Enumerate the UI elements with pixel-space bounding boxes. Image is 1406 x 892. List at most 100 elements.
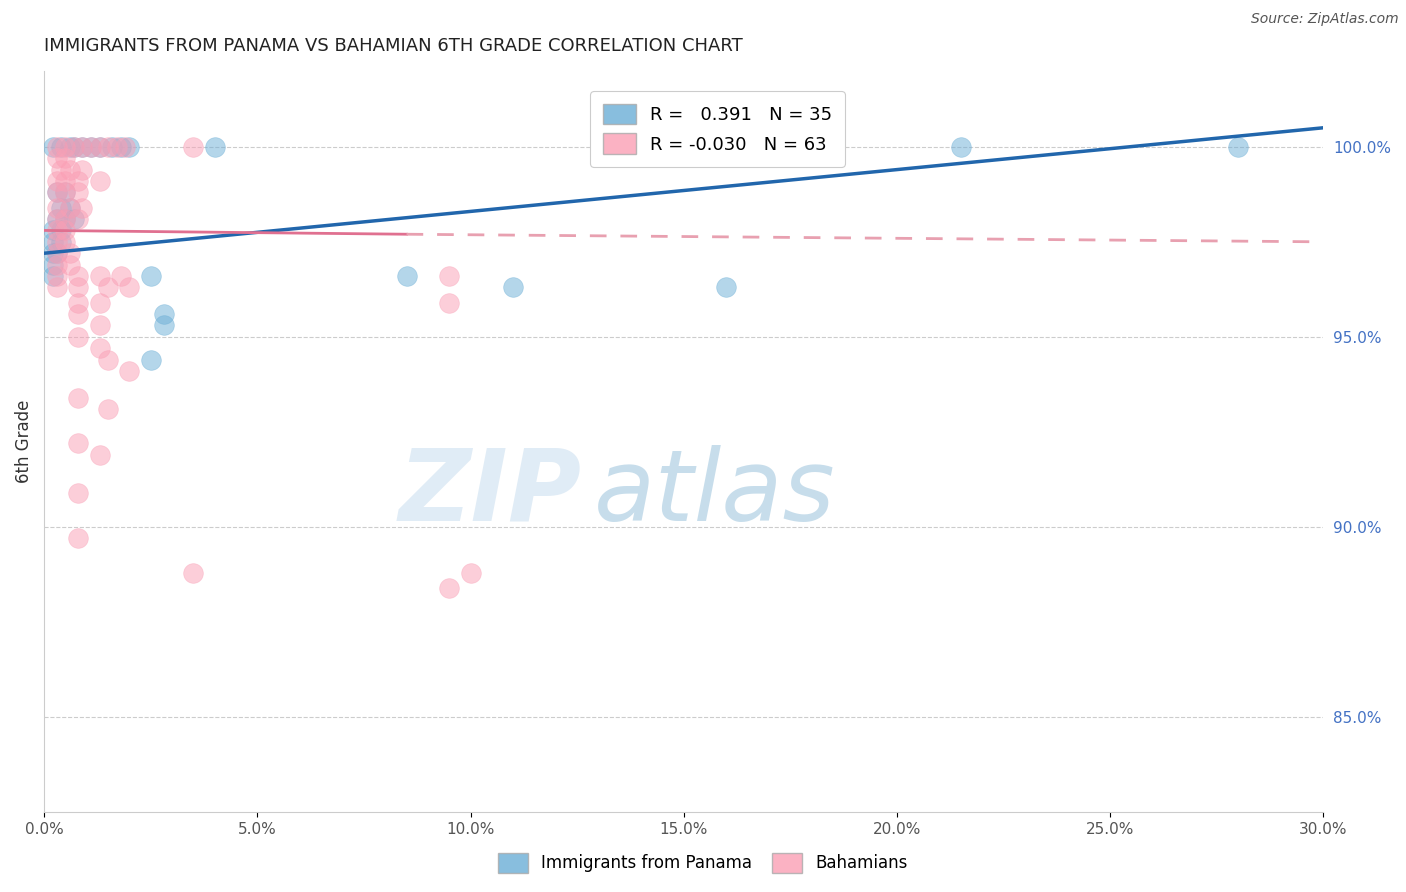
Legend: Immigrants from Panama, Bahamians: Immigrants from Panama, Bahamians xyxy=(491,847,915,880)
Point xyxy=(55,212,77,227)
Point xyxy=(395,268,418,283)
Point xyxy=(460,566,482,580)
Point xyxy=(101,140,124,154)
Point xyxy=(89,140,111,154)
Point xyxy=(139,268,162,283)
Point xyxy=(97,402,120,417)
Point xyxy=(63,140,86,154)
Point xyxy=(110,268,132,283)
Point xyxy=(67,295,90,310)
Point xyxy=(51,223,73,237)
Point xyxy=(45,235,67,249)
Point xyxy=(59,258,82,272)
Point xyxy=(183,566,205,580)
Point xyxy=(45,280,67,294)
Point xyxy=(437,268,460,283)
Point xyxy=(67,186,90,200)
Point xyxy=(45,223,67,237)
Point xyxy=(437,581,460,595)
Point xyxy=(437,295,460,310)
Point xyxy=(45,186,67,200)
Point xyxy=(97,140,120,154)
Point xyxy=(67,307,90,321)
Point xyxy=(45,174,67,188)
Point xyxy=(59,140,82,154)
Point xyxy=(118,280,141,294)
Point xyxy=(55,223,77,237)
Text: Source: ZipAtlas.com: Source: ZipAtlas.com xyxy=(1251,12,1399,26)
Point xyxy=(502,280,524,294)
Point xyxy=(45,246,67,260)
Point xyxy=(45,201,67,215)
Point xyxy=(45,140,67,154)
Point xyxy=(67,268,90,283)
Point xyxy=(51,140,73,154)
Point xyxy=(55,212,77,227)
Point xyxy=(59,201,82,215)
Point xyxy=(51,162,73,177)
Point xyxy=(72,140,94,154)
Point xyxy=(45,268,67,283)
Point xyxy=(204,140,226,154)
Point xyxy=(89,268,111,283)
Point xyxy=(67,436,90,450)
Point xyxy=(45,258,67,272)
Point xyxy=(89,448,111,462)
Legend: R =   0.391   N = 35, R = -0.030   N = 63: R = 0.391 N = 35, R = -0.030 N = 63 xyxy=(591,91,845,167)
Point xyxy=(89,174,111,188)
Point xyxy=(41,246,63,260)
Point xyxy=(45,151,67,165)
Point xyxy=(67,330,90,344)
Point xyxy=(139,352,162,367)
Point xyxy=(89,318,111,333)
Point xyxy=(67,532,90,546)
Point xyxy=(110,140,132,154)
Point xyxy=(72,201,94,215)
Point xyxy=(41,235,63,249)
Point xyxy=(72,162,94,177)
Text: IMMIGRANTS FROM PANAMA VS BAHAMIAN 6TH GRADE CORRELATION CHART: IMMIGRANTS FROM PANAMA VS BAHAMIAN 6TH G… xyxy=(44,37,742,55)
Point xyxy=(45,212,67,227)
Point xyxy=(45,246,67,260)
Point xyxy=(41,140,63,154)
Point xyxy=(89,140,111,154)
Point xyxy=(41,268,63,283)
Point xyxy=(114,140,136,154)
Y-axis label: 6th Grade: 6th Grade xyxy=(15,400,32,483)
Point xyxy=(63,212,86,227)
Point xyxy=(45,212,67,227)
Point xyxy=(89,295,111,310)
Point xyxy=(67,485,90,500)
Point xyxy=(55,186,77,200)
Point xyxy=(67,212,90,227)
Point xyxy=(55,186,77,200)
Point xyxy=(118,140,141,154)
Point xyxy=(41,258,63,272)
Point xyxy=(55,140,77,154)
Point xyxy=(183,140,205,154)
Point xyxy=(716,280,738,294)
Point xyxy=(80,140,103,154)
Point xyxy=(152,307,174,321)
Point xyxy=(80,140,103,154)
Point xyxy=(97,352,120,367)
Point xyxy=(59,246,82,260)
Text: atlas: atlas xyxy=(595,445,835,541)
Point xyxy=(55,174,77,188)
Point xyxy=(105,140,128,154)
Point xyxy=(89,341,111,355)
Point xyxy=(55,235,77,249)
Point xyxy=(63,140,86,154)
Point xyxy=(152,318,174,333)
Text: ZIP: ZIP xyxy=(398,445,581,541)
Point xyxy=(45,186,67,200)
Point xyxy=(51,201,73,215)
Point xyxy=(118,364,141,378)
Point xyxy=(72,140,94,154)
Point xyxy=(949,140,972,154)
Point xyxy=(67,174,90,188)
Point xyxy=(59,201,82,215)
Point xyxy=(67,280,90,294)
Point xyxy=(1227,140,1250,154)
Point xyxy=(59,162,82,177)
